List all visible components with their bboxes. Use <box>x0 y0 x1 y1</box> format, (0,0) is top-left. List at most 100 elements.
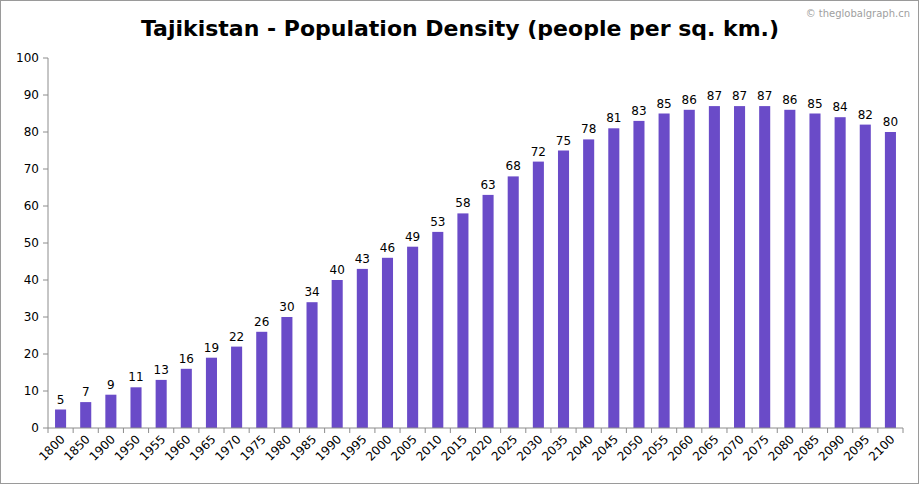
data-label: 63 <box>480 178 495 192</box>
x-tick-label: 2060 <box>665 432 696 463</box>
y-tick <box>43 95 48 96</box>
data-label: 34 <box>304 285 319 299</box>
x-tick-label: 1960 <box>162 432 193 463</box>
data-label: 80 <box>883 115 898 129</box>
x-tick-label: 1955 <box>137 432 168 463</box>
x-tick-label: 2000 <box>363 432 394 463</box>
data-label: 30 <box>279 300 294 314</box>
x-tick <box>249 428 250 433</box>
bar <box>885 132 896 428</box>
bar <box>508 176 519 428</box>
x-tick <box>500 428 501 433</box>
x-tick <box>877 428 878 433</box>
data-label: 87 <box>707 89 722 103</box>
data-label: 82 <box>858 108 873 122</box>
data-label: 26 <box>254 315 269 329</box>
data-label: 9 <box>107 378 115 392</box>
x-tick <box>852 428 853 433</box>
data-label: 49 <box>405 230 420 244</box>
data-label: 11 <box>128 370 143 384</box>
data-label: 87 <box>757 89 772 103</box>
x-tick-label: 1975 <box>237 432 268 463</box>
bar <box>206 358 217 428</box>
y-tick <box>43 428 48 429</box>
x-tick <box>802 428 803 433</box>
y-tick-label: 0 <box>31 421 39 435</box>
bar <box>231 347 242 428</box>
x-tick <box>676 428 677 433</box>
x-tick <box>626 428 627 433</box>
x-tick <box>903 428 904 433</box>
x-tick-label: 1995 <box>338 432 369 463</box>
bar <box>558 151 569 429</box>
bar <box>281 317 292 428</box>
x-tick <box>726 428 727 433</box>
y-tick <box>43 169 48 170</box>
y-axis <box>48 58 49 428</box>
x-tick-label: 1980 <box>263 432 294 463</box>
bar <box>659 114 670 429</box>
x-tick-label: 2050 <box>615 432 646 463</box>
x-tick <box>550 428 551 433</box>
title: Tajikistan - Population Density (people … <box>141 16 779 41</box>
x-tick <box>400 428 401 433</box>
x-tick-label: 2085 <box>791 432 822 463</box>
data-label: 68 <box>506 159 521 173</box>
bar <box>457 213 468 428</box>
x-tick <box>274 428 275 433</box>
x-tick <box>475 428 476 433</box>
x-tick <box>349 428 350 433</box>
x-tick <box>224 428 225 433</box>
bar <box>105 395 116 428</box>
x-tick-label: 1990 <box>313 432 344 463</box>
bar <box>332 280 343 428</box>
data-label: 84 <box>832 100 847 114</box>
x-tick <box>198 428 199 433</box>
x-tick-label: 1985 <box>288 432 319 463</box>
bar <box>382 258 393 428</box>
x-tick-label: 2010 <box>413 432 444 463</box>
x-tick-label: 2045 <box>589 432 620 463</box>
bar <box>407 247 418 428</box>
annotation: © theglobalgraph.cn <box>806 8 910 19</box>
x-tick-label: 2065 <box>690 432 721 463</box>
x-tick-label: 2020 <box>464 432 495 463</box>
data-label: 87 <box>732 89 747 103</box>
x-tick <box>98 428 99 433</box>
x-tick <box>425 428 426 433</box>
bar <box>156 380 167 428</box>
data-label: 5 <box>57 393 65 407</box>
x-tick <box>601 428 602 433</box>
bar <box>80 402 91 428</box>
x-tick <box>752 428 753 433</box>
y-tick-label: 90 <box>24 88 39 102</box>
data-label: 83 <box>631 104 646 118</box>
x-tick <box>576 428 577 433</box>
data-label: 58 <box>455 196 470 210</box>
x-tick-label: 2090 <box>816 432 847 463</box>
y-tick <box>43 280 48 281</box>
bar <box>759 106 770 428</box>
x-tick-label: 1900 <box>86 432 117 463</box>
y-tick <box>43 354 48 355</box>
data-label: 46 <box>380 241 395 255</box>
data-label: 19 <box>204 341 219 355</box>
bar <box>809 114 820 429</box>
data-label: 75 <box>556 134 571 148</box>
x-tick-label: 2095 <box>841 432 872 463</box>
y-tick-label: 50 <box>24 236 39 250</box>
y-tick-label: 80 <box>24 125 39 139</box>
y-tick <box>43 132 48 133</box>
x-tick-label: 1800 <box>36 432 67 463</box>
bar <box>684 110 695 428</box>
y-tick <box>43 58 48 59</box>
y-tick-label: 10 <box>24 384 39 398</box>
x-tick <box>299 428 300 433</box>
y-tick-label: 30 <box>24 310 39 324</box>
x-tick <box>73 428 74 433</box>
data-label: 43 <box>355 252 370 266</box>
bar <box>583 139 594 428</box>
y-tick-label: 70 <box>24 162 39 176</box>
bar <box>608 128 619 428</box>
data-label: 85 <box>807 97 822 111</box>
